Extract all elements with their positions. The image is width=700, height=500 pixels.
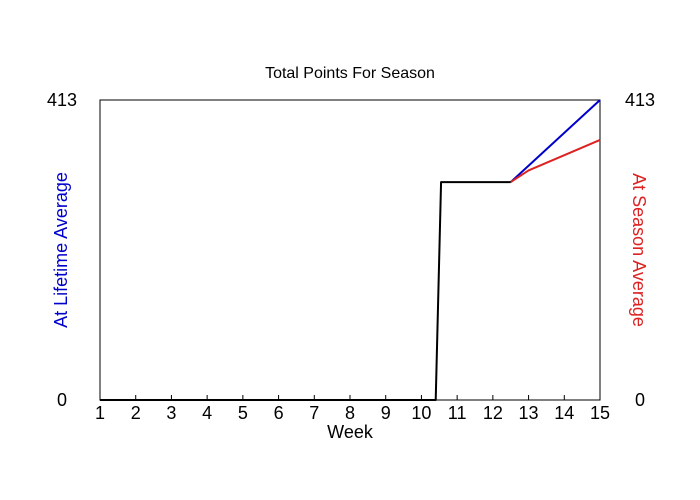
y-tick-left-min: 0	[57, 390, 67, 410]
x-axis-label: Week	[327, 422, 374, 442]
x-tick-label: 14	[554, 403, 574, 423]
x-tick-labels: 1 2 3 4 5 6 7 8 9 10 11 12 13 14 15	[95, 395, 610, 423]
x-tick-label: 11	[448, 403, 467, 423]
x-tick-label: 1	[95, 403, 105, 423]
plot-area	[99, 99, 601, 401]
series-line-2	[510, 139, 601, 183]
x-tick-label: 5	[238, 403, 248, 423]
y-tick-right-min: 0	[635, 390, 645, 410]
x-tick-label: 8	[345, 403, 355, 423]
x-tick-label: 13	[519, 403, 539, 423]
x-tick-label: 9	[381, 403, 391, 423]
x-tick-label: 10	[411, 403, 431, 423]
y-tick-left-max: 413	[47, 90, 77, 110]
x-tick-label: 15	[590, 403, 610, 423]
y-axis-label-right: At Season Average	[629, 173, 649, 327]
x-tick-label: 6	[274, 403, 284, 423]
series-line-3	[100, 181, 511, 401]
series-line-1	[510, 99, 601, 183]
y-tick-right-max: 413	[625, 90, 655, 110]
y-axis-label-left: At Lifetime Average	[51, 172, 71, 328]
plot-frame	[99, 99, 601, 401]
x-tick-label: 4	[202, 403, 212, 423]
chart-title: Total Points For Season	[265, 65, 435, 82]
x-tick-label: 3	[166, 403, 176, 423]
x-tick-label: 12	[483, 403, 503, 423]
x-tick-label: 7	[309, 403, 319, 423]
series-layer	[100, 99, 601, 401]
x-tick-label: 2	[131, 403, 141, 423]
